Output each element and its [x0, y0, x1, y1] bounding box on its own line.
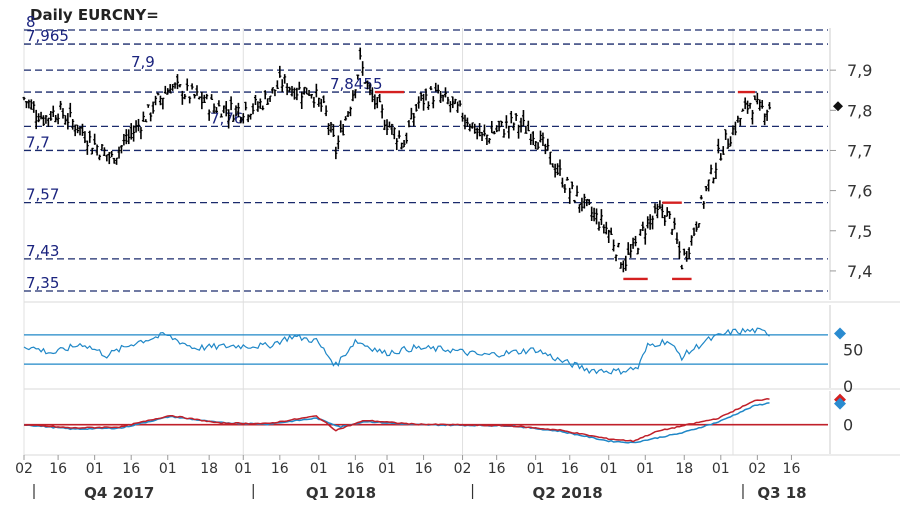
- x-axis-day-label: 01: [712, 461, 730, 477]
- x-axis-day-label: 01: [234, 461, 252, 477]
- macd-blue-diamond-icon: [834, 397, 846, 410]
- x-axis-quarter-label: Q1 2018: [306, 484, 376, 502]
- x-axis-day-label: 01: [527, 461, 545, 477]
- x-axis-quarter-label: Q2 2018: [532, 484, 602, 502]
- x-axis-day-label: 18: [200, 461, 218, 477]
- x-axis-day-label: 18: [675, 461, 693, 477]
- x-axis-day-label: 16: [783, 461, 801, 477]
- macd-series-line: [24, 398, 770, 443]
- x-axis-day-label: 16: [561, 461, 579, 477]
- x-axis-day-label: 16: [122, 461, 140, 477]
- price-axis-tick-label: 7,9: [847, 61, 872, 80]
- x-axis-day-label: 01: [310, 461, 328, 477]
- price-axis-tick-label: 7,8: [847, 101, 872, 120]
- x-axis-quarter-label: Q4 2017: [84, 484, 154, 502]
- x-axis-day-label: 01: [636, 461, 654, 477]
- level-label: 8: [26, 13, 36, 31]
- oscillator-axis-tick-label: 50: [843, 341, 863, 360]
- x-axis-day-label: 01: [159, 461, 177, 477]
- x-axis-day-label: 02: [15, 461, 33, 477]
- x-axis-day-label: 01: [86, 461, 104, 477]
- level-label: 7,76: [210, 109, 243, 127]
- oscillator-axis-tick-label: 0: [843, 377, 853, 396]
- level-label: 7,35: [26, 274, 59, 292]
- oscillator-line: [23, 327, 770, 376]
- level-label: 7,965: [26, 27, 69, 45]
- x-axis-day-label: 16: [415, 461, 433, 477]
- last-price-diamond-icon: [833, 101, 843, 112]
- oscillator-value-diamond-icon: [834, 327, 846, 340]
- macd-axis-tick-label: 0: [843, 416, 853, 435]
- level-label: 7,9: [131, 53, 155, 71]
- price-axis-tick-label: 7,7: [847, 141, 872, 160]
- x-axis-day-label: 01: [378, 461, 396, 477]
- price-axis-tick-label: 7,6: [847, 182, 872, 201]
- x-axis-day-label: 16: [49, 461, 67, 477]
- x-axis-day-label: 16: [346, 461, 364, 477]
- level-label: 7,57: [26, 186, 59, 204]
- x-axis-day-label: 02: [454, 461, 472, 477]
- x-axis-day-label: 16: [271, 461, 289, 477]
- x-axis-quarter-label: Q3 18: [757, 484, 806, 502]
- x-axis-day-label: 01: [600, 461, 618, 477]
- x-axis-day-label: 02: [748, 461, 766, 477]
- level-label: 7,43: [26, 242, 59, 260]
- x-axis-day-label: 16: [488, 461, 506, 477]
- chart-title: Daily EURCNY=: [30, 6, 159, 24]
- level-label: 7,7: [26, 133, 50, 151]
- price-axis-tick-label: 7,5: [847, 222, 872, 241]
- price-axis-tick-label: 7,4: [847, 262, 872, 281]
